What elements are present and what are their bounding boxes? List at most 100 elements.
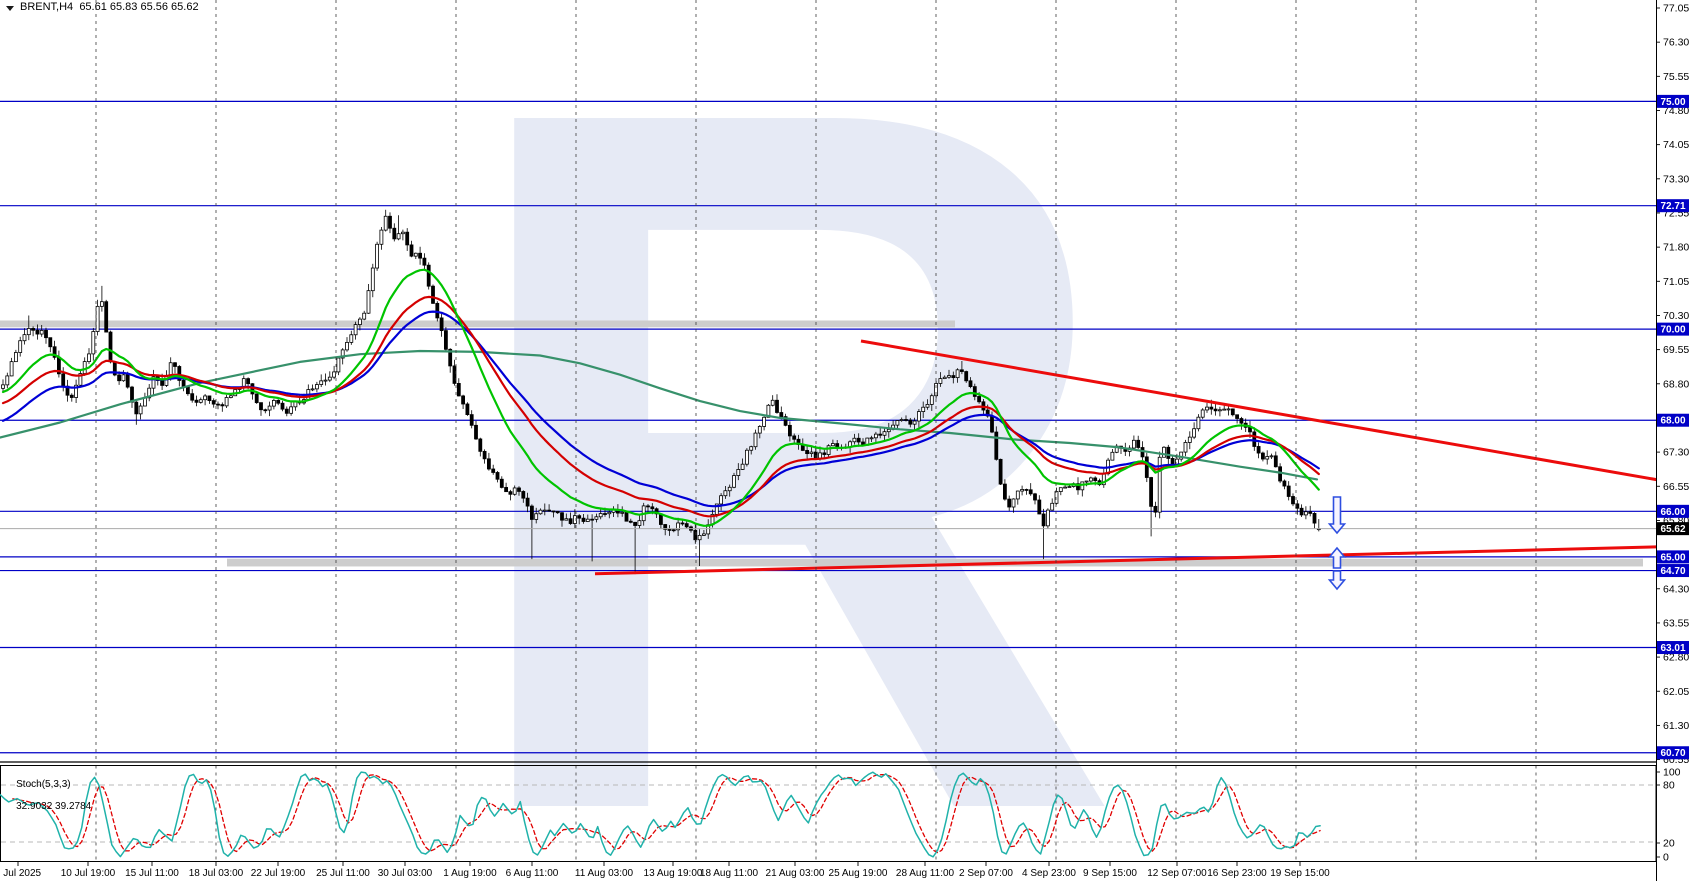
candle-up (564, 518, 569, 521)
candle-up (1, 384, 5, 389)
candle-down (1209, 406, 1214, 410)
candle-down (284, 408, 289, 414)
candle-down (177, 366, 182, 381)
level-price-label-bg (1657, 94, 1689, 108)
candle-down (624, 511, 629, 522)
candle-down (779, 412, 784, 418)
candle-down (185, 386, 190, 395)
candle-up (934, 383, 938, 397)
candle-down (461, 395, 466, 405)
candle-up (895, 420, 900, 426)
time-axis-label: 21 Aug 03:00 (766, 868, 825, 879)
time-axis-label: 10 Jul 19:00 (61, 868, 116, 879)
candle-down (452, 365, 457, 384)
candle-up (289, 406, 294, 414)
trendline-ascending-support (594, 545, 1656, 576)
candle-down (1076, 483, 1080, 491)
current-price-label-bg (1657, 522, 1689, 536)
candle-up (1063, 486, 1067, 489)
price-axis-label: 76.30 (1663, 37, 1689, 49)
candle-up (818, 452, 822, 459)
candle-up (538, 509, 543, 515)
candle-down (474, 424, 478, 440)
candle-down (211, 400, 216, 405)
candle-down (431, 285, 435, 304)
candle-down (246, 378, 251, 385)
candle-down (160, 380, 165, 386)
stochastic-values-spacer (16, 790, 19, 801)
candle-down (495, 472, 500, 480)
candle-down (951, 375, 956, 379)
candle-up (955, 369, 960, 379)
candle-up (1205, 406, 1209, 411)
time-axis-label: 18 Jul 03:00 (189, 868, 244, 879)
stochastic-axis-label: 20 (1663, 838, 1675, 850)
candle-up (1192, 428, 1196, 438)
candle-down (254, 393, 259, 404)
candle-down (69, 394, 74, 398)
candle-down (1149, 477, 1153, 507)
candle-up (886, 429, 891, 433)
candle-up (852, 437, 857, 443)
candle-up (357, 318, 362, 325)
symbol-info-bar: BRENT,H4 65.61 65.83 65.56 65.62 (4, 1, 199, 13)
candle-up (831, 443, 835, 447)
symbol-dropdown-icon[interactable] (6, 5, 14, 11)
time-axis-label: 4 Sep 23:00 (1022, 868, 1076, 879)
candle-up (1084, 480, 1089, 483)
candle-down (1261, 452, 1265, 460)
candle-down (577, 515, 582, 519)
candle-down (547, 509, 551, 512)
candle-down (878, 433, 883, 436)
candle-up (1162, 446, 1166, 458)
time-axis-label: 8 Jul 2025 (0, 868, 42, 879)
price-axis-label: 77.05 (1663, 3, 1689, 15)
time-axis-label: 28 Aug 11:00 (896, 868, 955, 879)
price-axis-label: 63.55 (1663, 617, 1689, 629)
level-price-label-bg (1657, 550, 1689, 564)
candle-up (349, 334, 354, 343)
time-axis-label: 22 Jul 19:00 (251, 868, 306, 879)
candle-down (220, 404, 225, 407)
price-axis-label: 74.80 (1663, 105, 1689, 117)
candle-up (26, 328, 31, 336)
grid-lines (95, 0, 1537, 862)
candle-down (684, 523, 689, 528)
candle-up (323, 379, 328, 382)
candle-up (1050, 502, 1055, 511)
candle-down (792, 435, 797, 440)
time-axis-label: 25 Aug 19:00 (829, 868, 888, 879)
candle-up (413, 252, 418, 257)
candle-down (671, 529, 676, 532)
candle-down (1312, 513, 1317, 524)
candle-up (637, 520, 642, 526)
candle-up (121, 374, 126, 382)
ma-fast-line (1, 268, 1320, 527)
candle-down (1308, 511, 1313, 514)
level-price-label: 66.00 (1660, 507, 1685, 518)
candle-down (1153, 505, 1158, 513)
candle-up (18, 340, 23, 353)
price-axis-label: 62.80 (1663, 652, 1689, 664)
candle-down (448, 348, 453, 367)
candle-up (267, 405, 272, 411)
level-price-label-bg (1657, 641, 1689, 655)
time-axis-label: 19 Sep 15:00 (1270, 868, 1330, 879)
candle-up (310, 388, 315, 391)
sell-arrow-icon (1327, 496, 1347, 535)
candle-up (917, 411, 921, 422)
candle-down (822, 452, 827, 455)
time-axis-label: 1 Aug 19:00 (443, 868, 497, 879)
candle-up (534, 513, 539, 520)
level-price-label: 70.00 (1660, 325, 1685, 336)
candle-down (1003, 483, 1007, 500)
price-axis-label: 62.05 (1663, 686, 1689, 698)
candle-down (964, 371, 969, 382)
candle-down (1230, 408, 1235, 416)
candle-down (646, 505, 650, 508)
candle-up (1020, 489, 1024, 492)
stochastic-name: Stoch(5,3,3) (16, 779, 71, 790)
candle-down (1291, 496, 1295, 505)
stochastic-main-line (0, 771, 1321, 858)
